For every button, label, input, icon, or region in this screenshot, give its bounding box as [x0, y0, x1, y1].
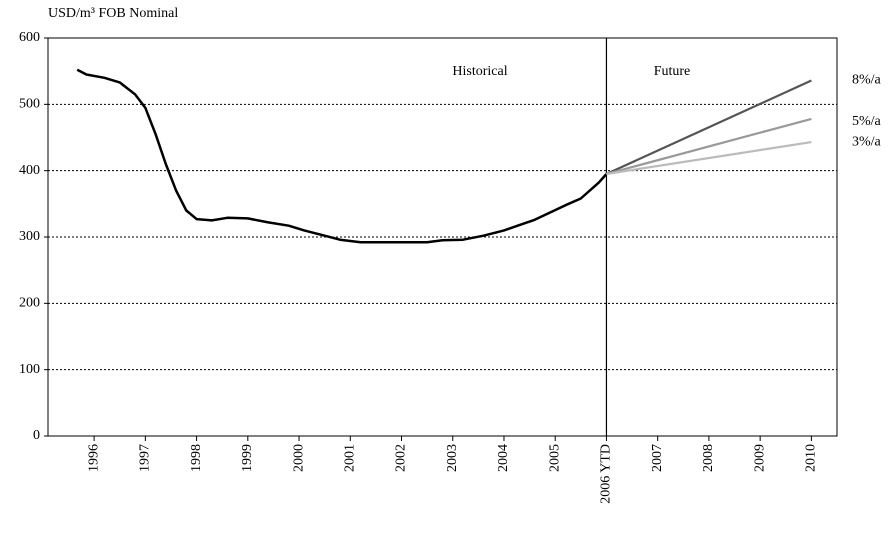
y-tick-label: 300: [19, 229, 40, 244]
x-tick-label: 1999: [240, 444, 255, 472]
series-line: [605, 79, 812, 176]
y-tick-label: 600: [19, 30, 40, 45]
annotation: Historical: [452, 64, 507, 79]
y-tick-label: 400: [19, 163, 40, 178]
x-tick-label: 2003: [445, 444, 460, 472]
y-tick-label: 100: [19, 362, 40, 377]
x-tick-label: 2004: [496, 444, 511, 472]
x-tick-label: 2001: [342, 444, 357, 472]
x-tick-label: 2002: [394, 444, 409, 472]
x-tick-label: 2007: [650, 444, 665, 472]
series-line: [76, 68, 608, 244]
x-tick-label: 2006 YTD: [599, 444, 614, 504]
x-tick-label: 1997: [138, 444, 153, 472]
plot-frame: [47, 37, 838, 437]
x-tick-label: 2008: [701, 444, 716, 472]
legend-label: 3%/a: [852, 134, 882, 149]
y-tick-label: 500: [19, 97, 40, 112]
x-tick-label: 2000: [291, 444, 306, 472]
series-line: [606, 141, 812, 176]
x-tick-label: 2010: [804, 444, 819, 472]
y-axis-label: USD/m³ FOB Nominal: [48, 6, 178, 21]
x-tick-label: 2009: [752, 444, 767, 472]
series-line: [606, 117, 812, 176]
y-tick-label: 0: [33, 428, 40, 443]
legend-label: 8%/a: [852, 73, 882, 88]
y-tick-label: 200: [19, 296, 40, 311]
x-tick-label: 1996: [86, 444, 101, 472]
legend-label: 5%/a: [852, 114, 882, 129]
x-tick-label: 2005: [547, 444, 562, 472]
x-tick-label: 1998: [189, 444, 204, 472]
annotation: Future: [654, 64, 691, 79]
